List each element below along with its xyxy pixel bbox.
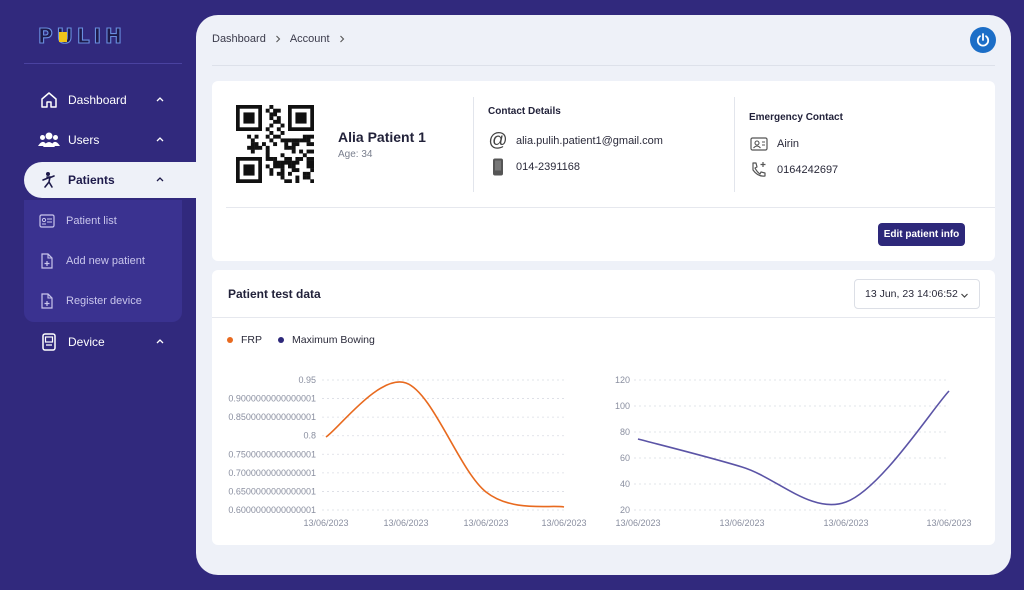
chart-frp: 0.95 0.9000000000000001 0.8500000000000001… (228, 375, 586, 528)
sidebar-item-device[interactable]: Device (24, 324, 194, 360)
y-tick-label: 0.6000000000000001 (228, 505, 316, 515)
x-tick-label: 13/06/2023 (823, 518, 868, 528)
list-icon (39, 214, 55, 228)
submenu-item-label: Register device (66, 295, 142, 307)
contact-details-title: Contact Details (488, 106, 561, 117)
x-tick-label: 13/06/2023 (719, 518, 764, 528)
patient-name: Alia Patient 1 (338, 129, 426, 145)
patient-phone: 014-2391168 (516, 161, 581, 173)
sidebar-item-label: Dashboard (68, 93, 127, 107)
main-panel: Dashboard Account Alia Patient 1 Age: 34… (196, 15, 1011, 575)
device-icon (38, 331, 60, 353)
emergency-phone: 0164242697 (777, 164, 839, 176)
emergency-phone-row: 0164242697 (749, 160, 838, 180)
sidebar-item-label: Patients (68, 173, 115, 187)
power-icon (976, 33, 990, 47)
y-tick-label: 20 (620, 505, 630, 515)
x-tick-label: 13/06/2023 (383, 518, 428, 528)
section-divider (734, 97, 735, 192)
header-divider (212, 65, 995, 66)
patient-icon (38, 169, 60, 191)
submenu-item-register-device[interactable]: Register device (24, 283, 182, 319)
y-tick-label: 0.8 (303, 431, 316, 441)
date-select-value: 13 Jun, 23 14:06:52 (865, 288, 958, 300)
sidebar-item-label: Device (68, 335, 105, 349)
y-tick-label: 100 (615, 401, 630, 411)
sidebar-item-patients[interactable]: Patients (24, 162, 196, 198)
y-tick-label: 0.95 (298, 375, 316, 385)
legend-dot-frp (227, 337, 233, 343)
breadcrumb-item-dashboard[interactable]: Dashboard (212, 33, 266, 45)
email-row: @ alia.pulih.patient1@gmail.com (488, 130, 663, 151)
submenu-item-label: Patient list (66, 215, 117, 227)
sidebar-divider (24, 63, 182, 64)
patient-email: alia.pulih.patient1@gmail.com (516, 135, 663, 147)
y-tick-label: 0.7000000000000001 (228, 468, 316, 478)
chevron-down-icon (961, 293, 968, 298)
at-icon: @ (488, 130, 508, 151)
x-tick-label: 13/06/2023 (463, 518, 508, 528)
chevron-right-icon (339, 35, 344, 43)
emergency-name: Airin (777, 138, 800, 150)
phone-add-icon (749, 160, 769, 180)
phone-row: 014-2391168 (488, 157, 580, 177)
chevron-up-icon (156, 137, 164, 142)
submenu-item-add-new-patient[interactable]: Add new patient (24, 243, 182, 279)
series-line (637, 390, 950, 506)
qr-code-icon (236, 105, 314, 183)
patients-submenu (24, 200, 182, 322)
logo-text: PULIH (38, 24, 126, 48)
card-divider (212, 317, 995, 318)
breadcrumb-item-account[interactable]: Account (289, 33, 330, 45)
sidebar-item-label: Users (68, 133, 100, 147)
y-tick-label: 0.7500000000000001 (228, 449, 316, 459)
y-tick-label: 0.8500000000000001 (228, 412, 316, 422)
chevron-up-icon (156, 339, 164, 344)
breadcrumb: Dashboard Account (212, 33, 346, 45)
y-tick-label: 60 (620, 453, 630, 463)
patient-test-data-card: Patient test data 13 Jun, 23 14:06:52 FR… (212, 270, 995, 545)
y-tick-label: 120 (615, 375, 630, 385)
power-button[interactable] (970, 27, 996, 53)
sidebar-item-users[interactable]: Users (24, 122, 194, 158)
add-file-icon (41, 253, 53, 269)
test-data-charts: 0.95 0.9000000000000001 0.8500000000000001… (228, 375, 972, 528)
x-tick-label: 13/06/2023 (615, 518, 660, 528)
chevron-up-icon (156, 177, 164, 182)
emergency-contact-title: Emergency Contact (749, 112, 843, 123)
x-tick-label: 13/06/2023 (926, 518, 971, 528)
legend-label-frp: FRP (241, 334, 262, 346)
x-tick-label: 13/06/2023 (541, 518, 586, 528)
legend-label-bowing: Maximum Bowing (292, 334, 375, 346)
submenu-item-patient-list[interactable]: Patient list (24, 203, 182, 239)
contact-card-icon (749, 134, 769, 154)
submenu-item-label: Add new patient (66, 255, 145, 267)
sidebar-item-dashboard[interactable]: Dashboard (24, 82, 194, 118)
x-tick-label: 13/06/2023 (303, 518, 348, 528)
patient-age: Age: 34 (338, 149, 373, 160)
chart-legend: FRP Maximum Bowing (227, 334, 391, 346)
y-tick-label: 0.6500000000000001 (228, 486, 316, 496)
users-icon (38, 129, 60, 151)
emergency-name-row: Airin (749, 134, 799, 154)
chart-bowing: 120 100 80 60 40 20 13/06/2023 13/06/2023 13/06/… (615, 375, 972, 528)
chevron-right-icon (275, 35, 281, 43)
home-icon (38, 89, 60, 111)
y-tick-label: 0.9000000000000001 (228, 394, 316, 404)
series-line (325, 381, 565, 508)
mobile-phone-icon (488, 157, 508, 177)
chevron-up-icon (156, 97, 164, 102)
card-divider (226, 207, 995, 208)
edit-patient-info-button[interactable]: Edit patient info (878, 223, 965, 246)
pulih-logo: PULIH (38, 23, 126, 48)
legend-dot-bowing (278, 337, 284, 343)
add-file-icon (41, 293, 53, 309)
y-tick-label: 40 (620, 479, 630, 489)
date-select[interactable]: 13 Jun, 23 14:06:52 (854, 279, 980, 309)
test-data-title: Patient test data (228, 287, 321, 301)
y-tick-label: 80 (620, 427, 630, 437)
section-divider (473, 97, 474, 192)
patient-info-card: Alia Patient 1 Age: 34 Contact Details @… (212, 81, 995, 261)
